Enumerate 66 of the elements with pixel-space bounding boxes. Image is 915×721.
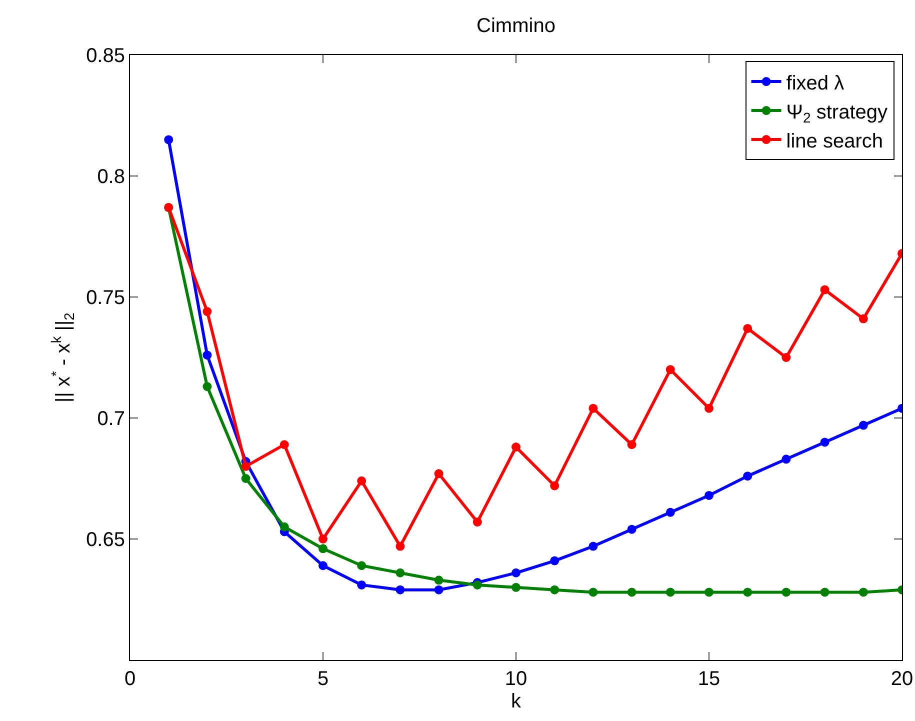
point: [434, 469, 444, 478]
point: [434, 576, 444, 585]
point: [241, 462, 250, 471]
point: [820, 588, 830, 597]
point: [202, 307, 212, 316]
point: [550, 556, 560, 566]
point: [588, 588, 598, 597]
point: [627, 524, 636, 534]
point: [782, 588, 791, 597]
point: [588, 542, 598, 551]
point: [550, 481, 560, 490]
point: [704, 490, 714, 500]
point: [704, 588, 714, 597]
point: [858, 588, 868, 597]
point: [743, 472, 752, 481]
point: [164, 135, 174, 144]
point: [627, 588, 636, 597]
x-tick-label: 0: [124, 668, 136, 690]
point: [704, 404, 714, 413]
legend-label: line search: [786, 130, 883, 152]
point: [666, 588, 675, 597]
point: [743, 324, 752, 333]
point: [512, 582, 520, 592]
point: [820, 438, 830, 447]
point: [318, 544, 328, 554]
y-tick-label: 0.85: [86, 45, 125, 67]
point: [627, 440, 636, 450]
x-tick-label: 20: [890, 668, 914, 690]
point: [588, 404, 598, 413]
point: [396, 542, 405, 551]
x-tick-label: 10: [504, 668, 528, 690]
point: [512, 568, 520, 578]
point: [666, 365, 675, 374]
point: [318, 561, 328, 570]
point: [743, 588, 752, 597]
point: [858, 420, 868, 430]
point: [396, 568, 405, 578]
point: [357, 476, 366, 486]
point: [550, 585, 560, 594]
legend-label: fixed λ: [786, 72, 844, 94]
point: [858, 314, 868, 324]
point: [434, 585, 444, 594]
point: [512, 442, 520, 452]
point: [472, 518, 482, 527]
point: [357, 561, 366, 570]
point: [202, 350, 212, 360]
point: [396, 585, 405, 594]
legend-label: Ψ$_{2}$ strategy: [786, 101, 888, 126]
y-tick-label: 0.75: [86, 287, 125, 309]
chart-title: Cimmino: [476, 15, 556, 38]
point: [318, 534, 328, 544]
point: [202, 382, 212, 392]
point: [820, 285, 830, 294]
point: [782, 454, 791, 464]
x-tick-label: 5: [317, 668, 329, 690]
point: [666, 508, 675, 517]
point: [280, 522, 289, 532]
x-axis-title: k: [511, 690, 522, 712]
point: [782, 353, 791, 362]
point: [241, 474, 250, 483]
x-tick-label: 15: [698, 668, 720, 690]
point: [357, 580, 366, 590]
y-tick-label: 0.65: [86, 529, 125, 551]
y-tick-label: 0.8: [97, 166, 125, 188]
point: [280, 440, 289, 450]
y-tick-label: 0.7: [97, 408, 125, 430]
